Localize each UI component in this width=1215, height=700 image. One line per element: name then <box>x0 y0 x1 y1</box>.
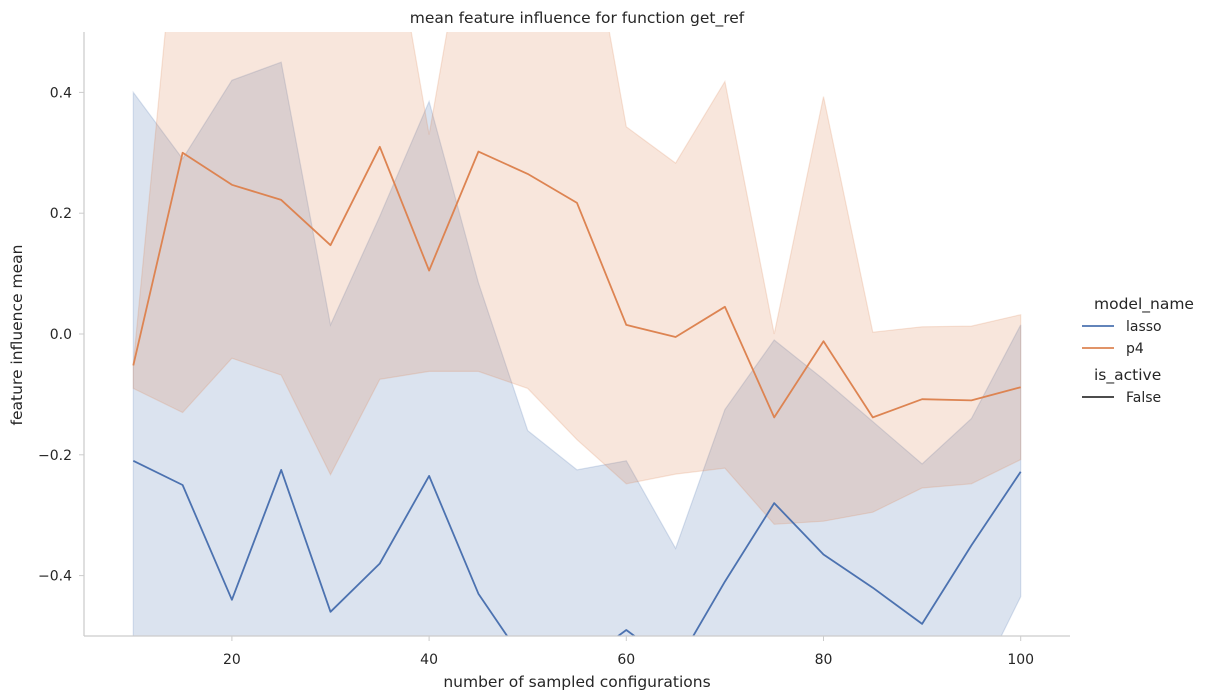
legend-label-lasso: lasso <box>1126 319 1162 335</box>
y-axis-label: feature influence mean <box>8 245 26 426</box>
x-ticks: 20 40 60 80 100 <box>223 636 1034 668</box>
legend-style-label: False <box>1126 390 1161 406</box>
y-ticks: −0.4 −0.2 0.0 0.2 0.4 <box>38 85 84 585</box>
x-tick-label: 80 <box>815 652 833 668</box>
y-tick-label: −0.4 <box>38 569 72 585</box>
legend-label-p4: p4 <box>1126 341 1144 357</box>
series-line-lasso <box>132 459 1022 636</box>
y-tick-label: 0.0 <box>50 327 72 343</box>
x-axis-label: number of sampled configurations <box>443 673 710 691</box>
y-tick-label: 0.4 <box>50 85 72 101</box>
y-tick-label: 0.2 <box>50 206 72 222</box>
ci-band-p4 <box>132 32 1022 525</box>
legend-title: model_name <box>1094 295 1194 314</box>
series-line-p4 <box>132 145 1021 419</box>
series-lines <box>132 145 1022 636</box>
x-tick-label: 60 <box>617 652 635 668</box>
x-tick-label: 40 <box>420 652 438 668</box>
y-tick-label: −0.2 <box>38 448 72 464</box>
confidence-bands <box>132 32 1022 636</box>
ci-band-lasso <box>132 61 1022 636</box>
legend-style-title: is_active <box>1094 366 1161 385</box>
chart-title: mean feature influence for function get_… <box>410 9 745 28</box>
x-tick-label: 100 <box>1007 652 1034 668</box>
x-tick-label: 20 <box>223 652 241 668</box>
